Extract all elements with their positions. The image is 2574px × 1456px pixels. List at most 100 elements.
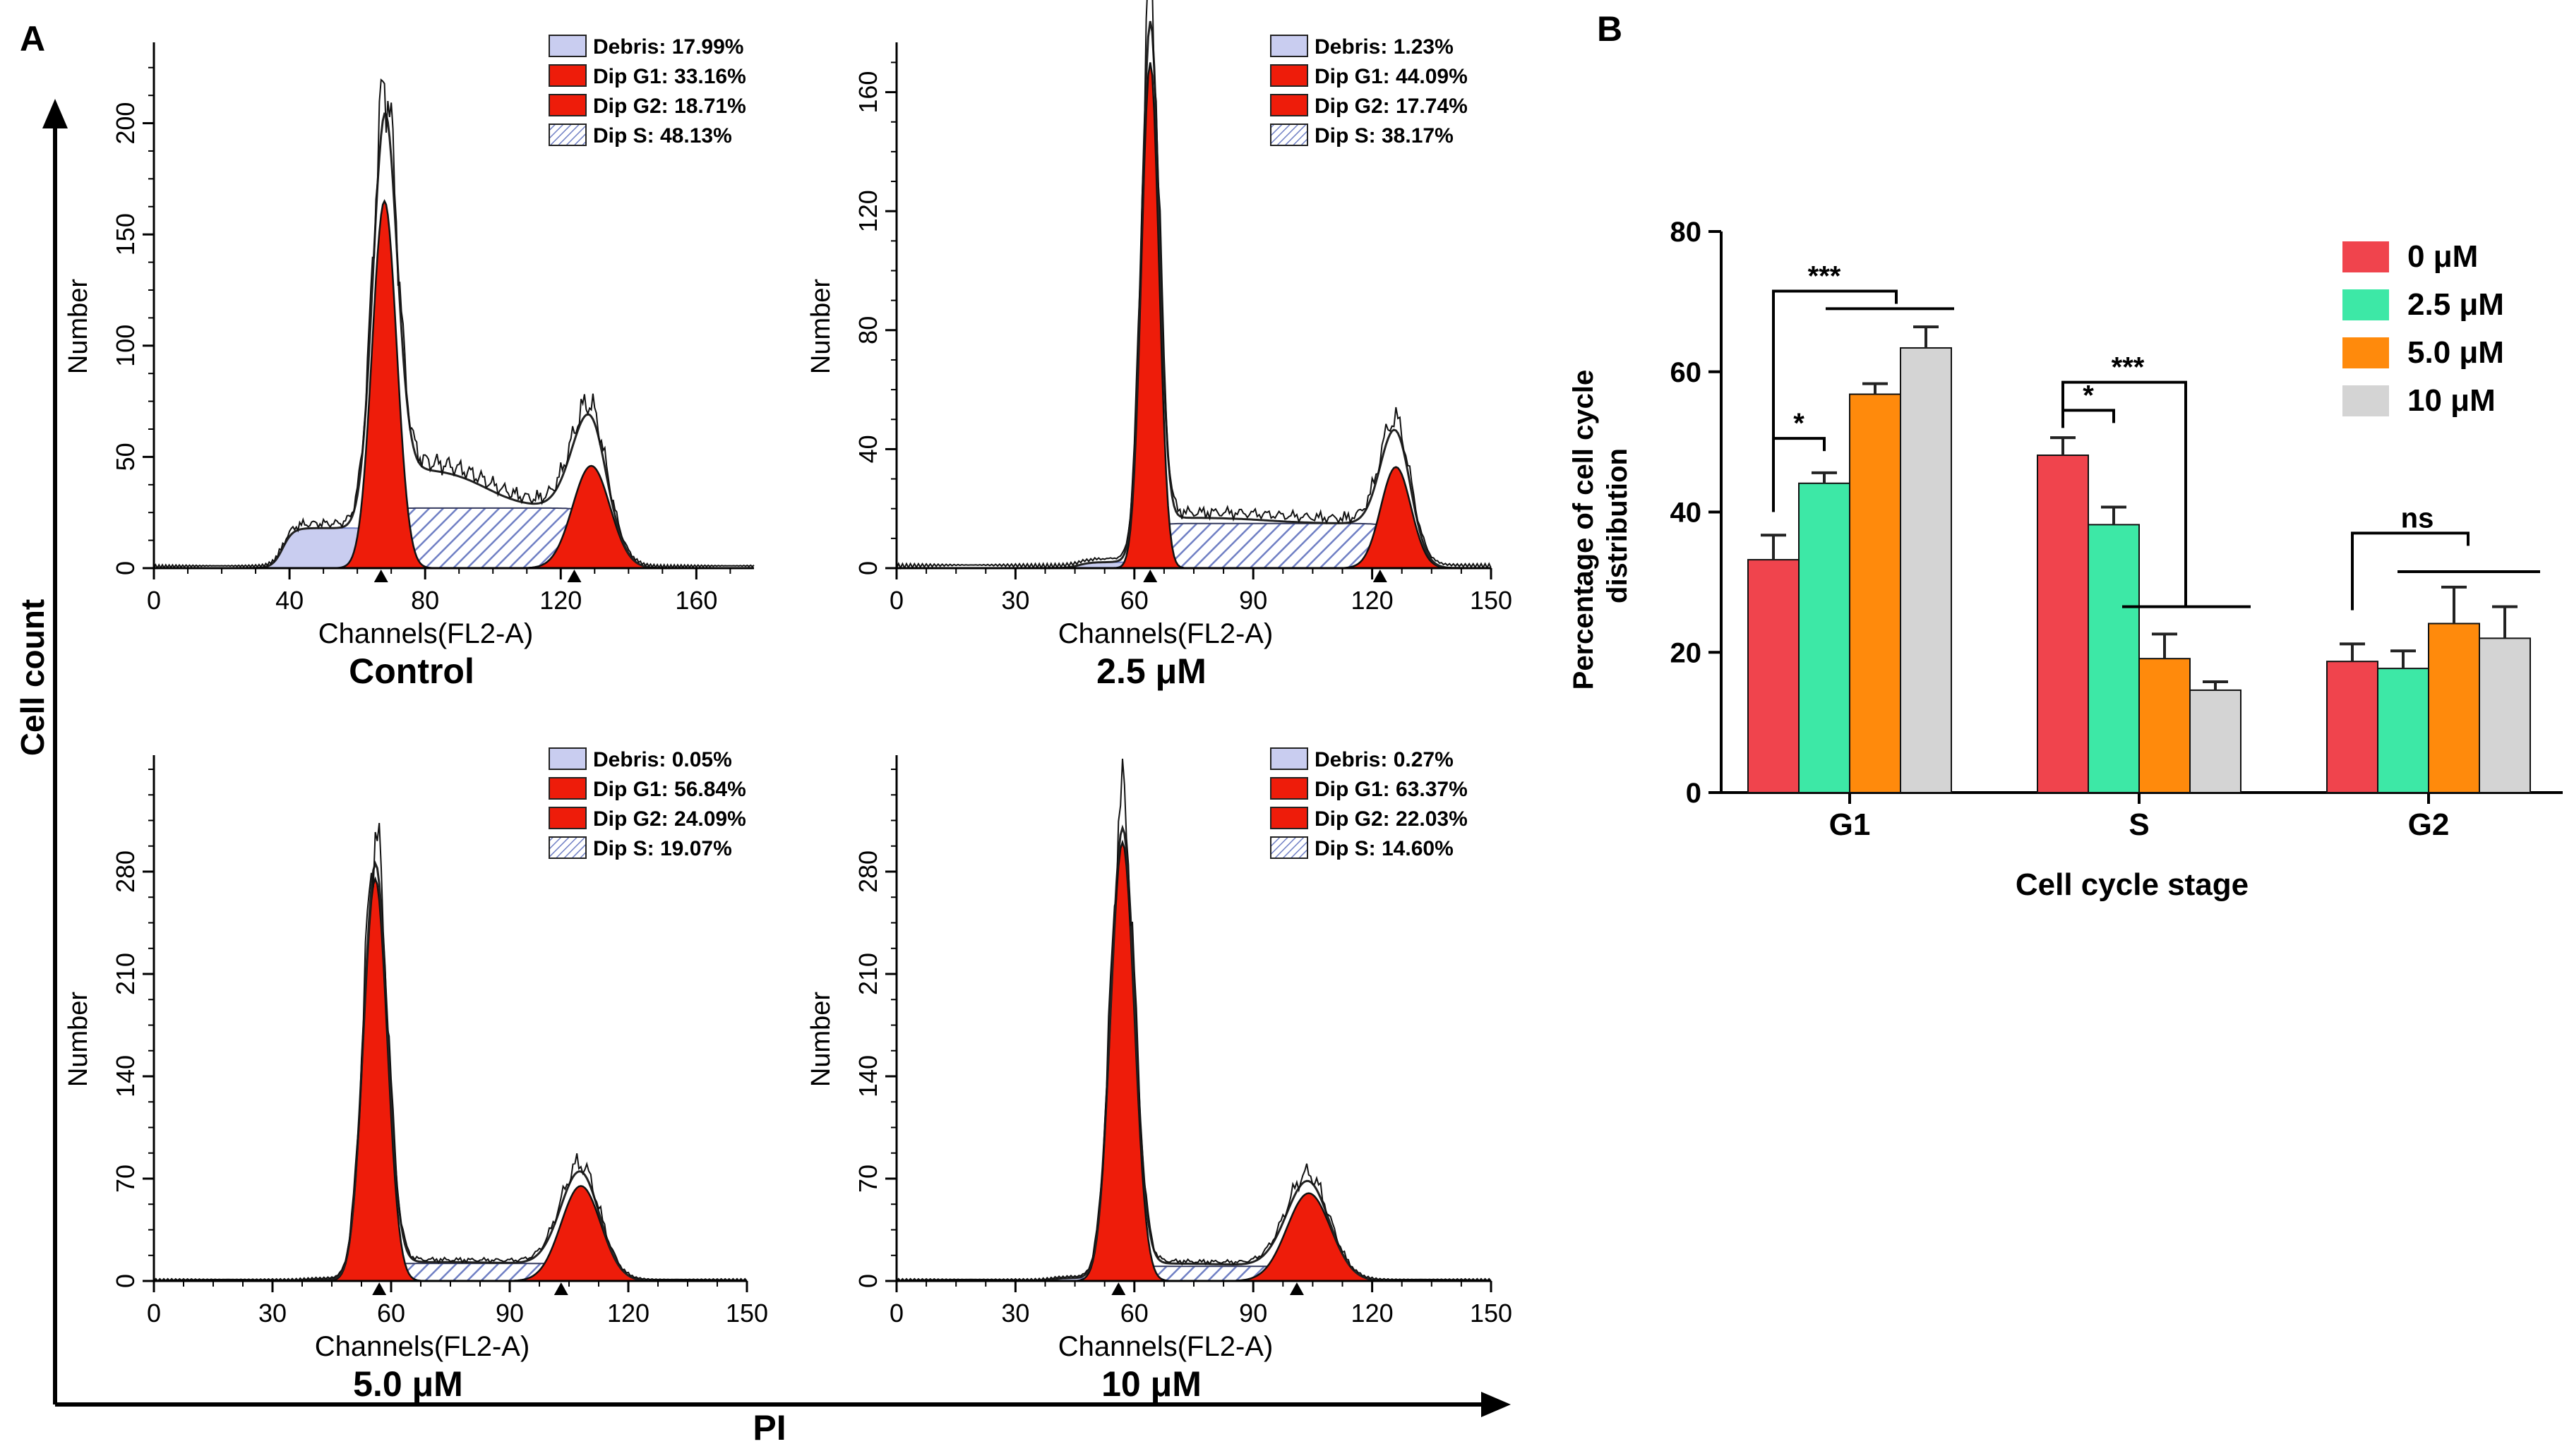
legend-label-g2: Dip G2: 17.74% <box>1315 95 1468 118</box>
bar-legend-swatch <box>2342 241 2389 272</box>
model-fit-line <box>154 860 747 1282</box>
legend-swatch-g1 <box>549 777 587 800</box>
bar <box>2138 658 2191 793</box>
hist-y-tick-label: 150 <box>111 213 140 255</box>
legend-label-debris: Debris: 17.99% <box>593 35 743 59</box>
legend-swatch-g2 <box>549 94 587 116</box>
hist-caption: Control <box>349 651 474 691</box>
hist-y-tick-label: 80 <box>854 316 882 344</box>
bar-x-label: Cell cycle stage <box>2016 867 2249 902</box>
hist-y-label: Number <box>806 992 836 1087</box>
hist-caption: 5.0 μM <box>353 1364 463 1404</box>
legend-label-s: Dip S: 38.17% <box>1315 124 1454 148</box>
peak-marker-icon <box>1143 570 1158 582</box>
hist-y-tick-label: 160 <box>854 71 882 114</box>
legend-label-debris: Debris: 1.23% <box>1315 35 1454 59</box>
legend-label-g1: Dip G1: 44.09% <box>1315 65 1468 88</box>
hist-y-tick-label: 70 <box>854 1165 882 1193</box>
legend-label-s: Dip S: 14.60% <box>1315 837 1454 860</box>
bar-legend-label: 0 μM <box>2407 239 2478 274</box>
raw-histogram-line <box>153 78 755 570</box>
hist-x-label: Channels(FL2-A) <box>1058 1331 1274 1362</box>
g1-bracket-small <box>1772 437 1826 512</box>
bar-chart: Percentage of cell cycle distribution Ce… <box>1568 217 2563 902</box>
hist-x-tick-label: 40 <box>275 586 304 615</box>
bar-category-label: G2 <box>2408 807 2450 842</box>
hist-y-tick-label: 280 <box>111 850 140 893</box>
bar-y-tick-label: 40 <box>1670 498 1702 529</box>
peak-marker-icon <box>372 1282 387 1295</box>
bar-y-label-line1: Percentage of cell cycle <box>1568 370 1599 690</box>
histogram-10uM: 0 30 60 90 120 150 0 70 140 210 280 Channels(FL2-A)… <box>806 747 1512 1404</box>
outer-y-axis-arrow-icon <box>42 99 68 128</box>
hist-y-tick-label: 50 <box>111 443 140 471</box>
bar-y-label: Percentage of cell cycle distribution <box>1568 362 1633 690</box>
hist-x-tick-label: 0 <box>890 1299 904 1328</box>
legend-swatch-s <box>1270 836 1308 859</box>
hist-y-tick-label: 280 <box>854 850 882 893</box>
legend-swatch-s <box>549 836 587 859</box>
hist-x-tick-label: 30 <box>1001 586 1029 615</box>
bar-y-tick-label: 60 <box>1670 357 1702 388</box>
hist-x-tick-label: 120 <box>607 1299 650 1328</box>
legend-label-debris: Debris: 0.27% <box>1315 748 1454 771</box>
outer-x-axis-arrow-icon <box>1481 1392 1511 1417</box>
hist-y-tick-label: 0 <box>854 1274 882 1288</box>
peak-marker-icon <box>373 570 388 582</box>
hist-x-tick-label: 150 <box>1470 586 1512 615</box>
hist-x-label: Channels(FL2-A) <box>318 618 534 649</box>
hist-x-tick-label: 120 <box>539 586 582 615</box>
hist-x-tick-label: 30 <box>258 1299 287 1328</box>
legend-label-s: Dip S: 48.13% <box>593 124 732 148</box>
histogram-5-0uM: 0 30 60 90 120 150 0 70 140 210 280 Channels(FL2-A)… <box>64 747 768 1404</box>
bar <box>2479 637 2531 793</box>
hist-caption: 2.5 μM <box>1096 651 1207 691</box>
bar <box>2037 455 2089 793</box>
bar <box>2189 689 2241 793</box>
g1-bracket-main <box>1772 289 1898 512</box>
bar-legend-label: 2.5 μM <box>2407 287 2504 322</box>
bar-legend-swatch <box>2342 385 2389 416</box>
bar-legend-label: 5.0 μM <box>2407 335 2504 370</box>
legend-swatch-debris <box>549 35 587 57</box>
legend-label-s: Dip S: 19.07% <box>593 837 732 860</box>
hist-x-tick-label: 150 <box>1470 1299 1512 1328</box>
legend-swatch-debris <box>1270 747 1308 770</box>
legend-swatch-g2 <box>1270 94 1308 116</box>
hist-x-tick-label: 150 <box>726 1299 768 1328</box>
hist-x-tick-label: 160 <box>675 586 717 615</box>
histogram-2-5uM: 0 30 60 90 120 150 0 40 80 120 160 Channels(FL2-A) N… <box>806 0 1512 691</box>
bar-y-tick-label: 80 <box>1670 217 1702 248</box>
hist-x-label: Channels(FL2-A) <box>1058 618 1274 649</box>
hist-y-tick-label: 0 <box>111 1274 140 1288</box>
peak-marker-icon <box>1111 1282 1126 1295</box>
s-bracket-main-label: *** <box>2112 352 2145 383</box>
hist-x-tick-label: 0 <box>890 586 904 615</box>
g2-bracket <box>2351 531 2470 610</box>
legend-swatch-debris <box>549 747 587 770</box>
g1-bracket-small-label: * <box>1793 408 1804 439</box>
legend-label-g2: Dip G2: 24.09% <box>593 807 746 831</box>
legend-swatch-s <box>549 124 587 146</box>
bar-legend-label: 10 μM <box>2407 383 2496 418</box>
hist-x-tick-label: 120 <box>1351 1299 1394 1328</box>
s-bracket-main <box>2061 380 2187 428</box>
raw-histogram-line <box>153 822 748 1282</box>
s-phase-area <box>897 1265 1491 1282</box>
hist-x-tick-label: 60 <box>1120 1299 1149 1328</box>
hist-x-tick-label: 0 <box>147 1299 161 1328</box>
hist-y-tick-label: 210 <box>854 953 882 995</box>
bar <box>1747 559 1800 793</box>
hist-caption: 10 μM <box>1101 1364 1202 1404</box>
bar <box>1798 482 1850 793</box>
hist-y-tick-label: 0 <box>854 561 882 575</box>
legend-swatch-s <box>1270 124 1308 146</box>
raw-histogram-line <box>896 759 1492 1282</box>
hist-y-tick-label: 210 <box>111 953 140 995</box>
bar <box>2377 668 2429 794</box>
legend-swatch-debris <box>1270 35 1308 57</box>
hist-y-tick-label: 100 <box>111 325 140 367</box>
bar-category-label: G1 <box>1829 807 1871 842</box>
legend-label-g1: Dip G1: 63.37% <box>1315 778 1468 801</box>
hist-y-tick-label: 120 <box>854 190 882 232</box>
